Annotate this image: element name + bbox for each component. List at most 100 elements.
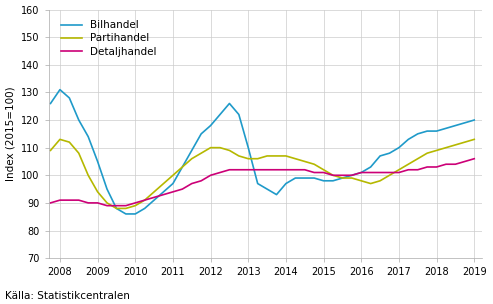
Bilhandel — [85, 135, 91, 138]
Detaljhandel — [132, 201, 138, 205]
Partihandel — [387, 174, 392, 177]
Bilhandel — [274, 193, 280, 196]
Partihandel — [226, 149, 232, 152]
Bilhandel — [47, 102, 53, 105]
Detaljhandel — [340, 174, 346, 177]
Bilhandel — [415, 132, 421, 136]
Partihandel — [462, 140, 468, 144]
Bilhandel — [320, 179, 326, 183]
Line: Bilhandel: Bilhandel — [50, 90, 474, 214]
Line: Partihandel: Partihandel — [50, 139, 474, 209]
Legend: Bilhandel, Partihandel, Detaljhandel: Bilhandel, Partihandel, Detaljhandel — [58, 17, 160, 60]
Partihandel — [170, 174, 176, 177]
Detaljhandel — [453, 162, 458, 166]
Partihandel — [246, 157, 251, 161]
Bilhandel — [217, 113, 223, 116]
Detaljhandel — [255, 168, 261, 171]
Bilhandel — [396, 146, 402, 150]
Detaljhandel — [189, 182, 195, 185]
Partihandel — [415, 157, 421, 161]
Detaljhandel — [95, 201, 101, 205]
Partihandel — [434, 149, 440, 152]
Bilhandel — [189, 149, 195, 152]
Bilhandel — [377, 154, 383, 158]
Partihandel — [85, 174, 91, 177]
Partihandel — [302, 160, 308, 163]
Bilhandel — [434, 129, 440, 133]
Detaljhandel — [415, 168, 421, 171]
Detaljhandel — [67, 198, 72, 202]
Y-axis label: Index (2015=100): Index (2015=100) — [5, 87, 16, 181]
Bilhandel — [349, 174, 355, 177]
Text: Källa: Statistikcentralen: Källa: Statistikcentralen — [5, 291, 130, 301]
Detaljhandel — [226, 168, 232, 171]
Bilhandel — [368, 165, 374, 169]
Partihandel — [358, 179, 364, 183]
Bilhandel — [161, 190, 167, 194]
Bilhandel — [226, 102, 232, 105]
Bilhandel — [264, 187, 270, 191]
Bilhandel — [208, 124, 213, 127]
Detaljhandel — [434, 165, 440, 169]
Detaljhandel — [113, 204, 119, 208]
Partihandel — [217, 146, 223, 150]
Detaljhandel — [443, 162, 449, 166]
Bilhandel — [76, 118, 82, 122]
Detaljhandel — [170, 190, 176, 194]
Partihandel — [274, 154, 280, 158]
Bilhandel — [387, 151, 392, 155]
Partihandel — [396, 168, 402, 171]
Bilhandel — [123, 212, 129, 216]
Bilhandel — [141, 207, 147, 210]
Detaljhandel — [302, 168, 308, 171]
Partihandel — [471, 137, 477, 141]
Bilhandel — [462, 121, 468, 125]
Detaljhandel — [358, 171, 364, 174]
Partihandel — [349, 176, 355, 180]
Partihandel — [340, 176, 346, 180]
Partihandel — [292, 157, 298, 161]
Partihandel — [132, 204, 138, 208]
Bilhandel — [330, 179, 336, 183]
Bilhandel — [283, 182, 289, 185]
Bilhandel — [170, 182, 176, 185]
Detaljhandel — [85, 201, 91, 205]
Partihandel — [113, 207, 119, 210]
Detaljhandel — [104, 204, 110, 208]
Partihandel — [141, 198, 147, 202]
Bilhandel — [95, 160, 101, 163]
Partihandel — [283, 154, 289, 158]
Bilhandel — [246, 146, 251, 150]
Detaljhandel — [246, 168, 251, 171]
Bilhandel — [151, 198, 157, 202]
Partihandel — [424, 151, 430, 155]
Bilhandel — [198, 132, 204, 136]
Bilhandel — [340, 176, 346, 180]
Detaljhandel — [141, 198, 147, 202]
Partihandel — [179, 165, 185, 169]
Detaljhandel — [471, 157, 477, 161]
Partihandel — [161, 182, 167, 185]
Bilhandel — [453, 124, 458, 127]
Partihandel — [377, 179, 383, 183]
Detaljhandel — [57, 198, 63, 202]
Bilhandel — [292, 176, 298, 180]
Detaljhandel — [320, 171, 326, 174]
Bilhandel — [132, 212, 138, 216]
Detaljhandel — [151, 195, 157, 199]
Detaljhandel — [274, 168, 280, 171]
Partihandel — [311, 162, 317, 166]
Detaljhandel — [76, 198, 82, 202]
Detaljhandel — [396, 171, 402, 174]
Partihandel — [198, 151, 204, 155]
Partihandel — [189, 157, 195, 161]
Bilhandel — [179, 165, 185, 169]
Detaljhandel — [236, 168, 242, 171]
Detaljhandel — [330, 174, 336, 177]
Bilhandel — [236, 113, 242, 116]
Partihandel — [264, 154, 270, 158]
Detaljhandel — [264, 168, 270, 171]
Detaljhandel — [377, 171, 383, 174]
Partihandel — [320, 168, 326, 171]
Detaljhandel — [292, 168, 298, 171]
